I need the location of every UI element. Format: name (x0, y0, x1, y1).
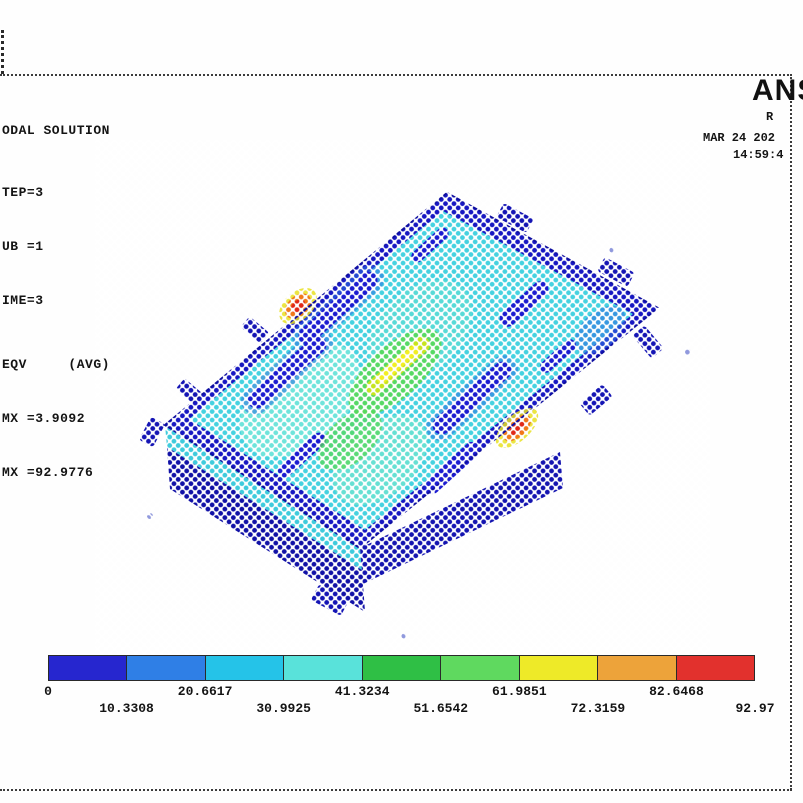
info-line-time: IME=3 (2, 293, 44, 308)
legend-cell (205, 656, 285, 680)
legend-cell (127, 656, 206, 680)
crop-border-bottom (0, 789, 792, 791)
legend-cell (519, 656, 599, 680)
info-line-smx: MX =92.9776 (2, 465, 94, 480)
legend-label: 92.97 (735, 701, 775, 716)
legend-cell (676, 656, 754, 680)
solution-title: ODAL SOLUTION (2, 123, 110, 138)
info-line-sub: UB =1 (2, 239, 44, 254)
solution-info-block: ODAL SOLUTION TEP=3 UB =1 IME=3 EQV (AVG… (2, 86, 110, 518)
legend-cell (362, 656, 442, 680)
legend-label: 20.6617 (177, 684, 233, 699)
legend-cell (598, 656, 677, 680)
date-stamp: MAR 24 202 (703, 131, 776, 145)
legend-label: 82.6468 (649, 684, 704, 699)
legend-label: 41.3234 (334, 684, 390, 699)
legend-label: 10.3308 (99, 701, 154, 716)
crop-border-top (0, 74, 792, 76)
legend-label: 51.6542 (413, 701, 469, 716)
contour-legend-labels: 0 10.3308 20.6617 30.9925 41.3234 51.6542 61.9… (44, 684, 774, 720)
release-label: R (766, 110, 774, 124)
ansys-logo: ANS (752, 74, 803, 107)
legend-label: 72.3159 (570, 701, 626, 716)
legend-cell (284, 656, 363, 680)
halftone-overlay (95, 140, 710, 660)
legend-cell (441, 656, 520, 680)
contour-legend-colorbar (48, 655, 755, 681)
crop-border-right (790, 74, 792, 790)
info-line-dmx: MX =3.9092 (2, 411, 86, 426)
legend-label: 0 (44, 684, 52, 699)
time-stamp: 14:59:4 (733, 148, 784, 162)
legend-label: 61.9851 (492, 684, 547, 699)
fea-model (95, 140, 710, 660)
crop-mark-top-left (1, 30, 4, 74)
info-line-step: TEP=3 (2, 185, 44, 200)
legend-cell (49, 656, 128, 680)
info-line-result-item: EQV (AVG) (2, 357, 110, 372)
legend-label: 30.9925 (256, 701, 311, 716)
